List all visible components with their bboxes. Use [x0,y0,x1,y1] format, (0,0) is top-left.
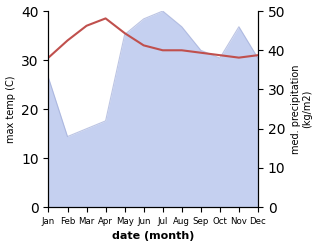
X-axis label: date (month): date (month) [112,231,194,242]
Y-axis label: max temp (C): max temp (C) [5,75,16,143]
Y-axis label: med. precipitation
(kg/m2): med. precipitation (kg/m2) [291,64,313,154]
